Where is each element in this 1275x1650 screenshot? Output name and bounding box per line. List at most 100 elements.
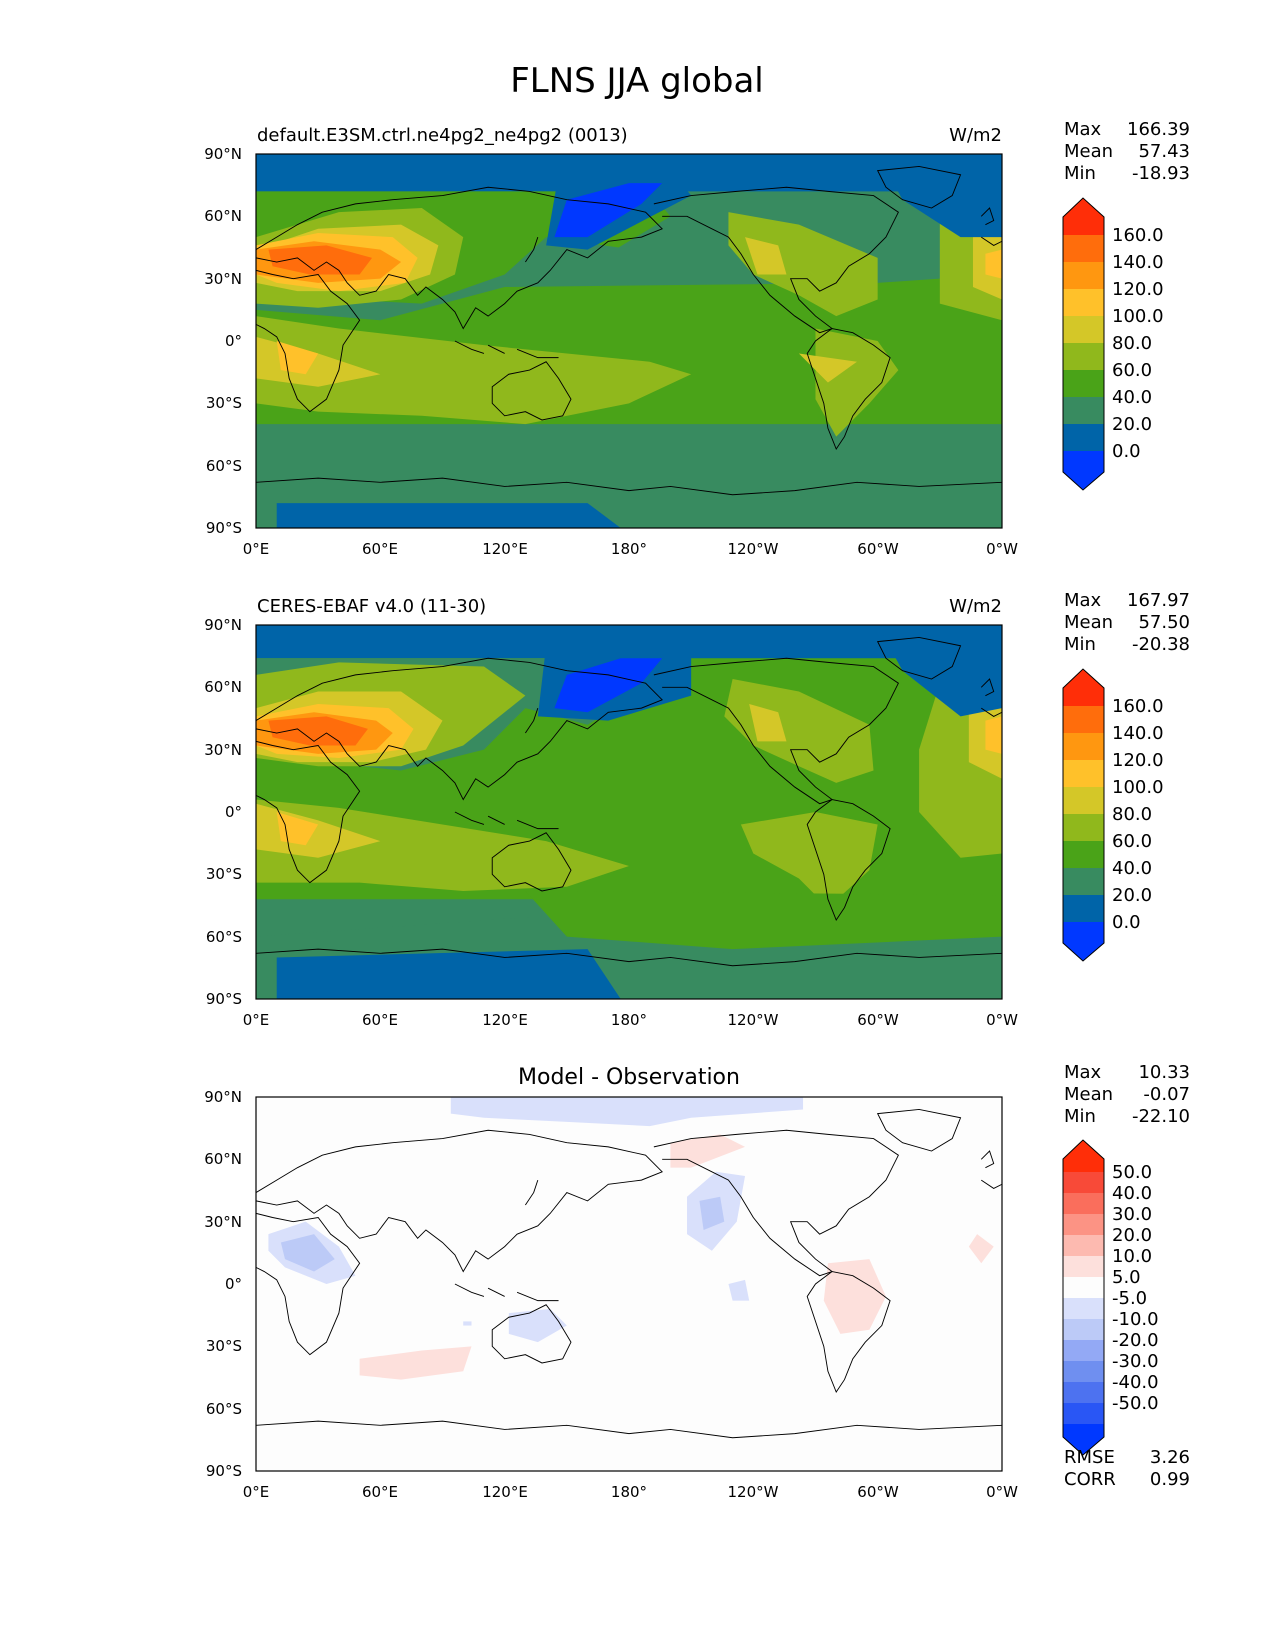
lat-tick: 60°S <box>206 1400 242 1418</box>
colorbar: 160.0 140.0 120.0 100.0 80.0 60.0 40.0 2… <box>1062 197 1164 491</box>
lon-tick: 120°E <box>482 1483 528 1501</box>
stat-label: Min <box>1064 634 1096 655</box>
lon-tick: 120°W <box>728 540 779 558</box>
lon-tick: 0°W <box>986 540 1018 558</box>
colorbar-tick: 60.0 <box>1112 831 1152 852</box>
stat-value: 57.50 <box>1138 612 1190 633</box>
lat-tick: 90°N <box>204 145 242 163</box>
colorbar-tick: 120.0 <box>1112 750 1164 771</box>
colorbar-ticks: 160.0 140.0 120.0 100.0 80.0 60.0 40.0 2… <box>1112 225 1164 462</box>
colorbar-swatch <box>1063 1340 1104 1361</box>
lon-tick: 0°E <box>243 1011 270 1029</box>
colorbar-swatch <box>1063 316 1104 343</box>
lon-tick: 120°W <box>728 1483 779 1501</box>
lon-tick: 180° <box>611 1483 647 1501</box>
colorbar-tick: -20.0 <box>1112 1330 1159 1351</box>
lat-tick: 90°S <box>206 1462 242 1480</box>
lat-tick: 0° <box>225 1275 242 1293</box>
colorbar-tick: -40.0 <box>1112 1372 1159 1393</box>
colorbar-swatch <box>1063 922 1104 961</box>
colorbar-tick: 10.0 <box>1112 1246 1152 1267</box>
colorbar-swatch <box>1063 343 1104 370</box>
colorbar-tick: -50.0 <box>1112 1393 1159 1414</box>
colorbar-swatch <box>1063 1214 1104 1235</box>
colorbar-ticks: 50.0 40.0 30.0 20.0 10.0 5.0 -5.0 -10.0 … <box>1112 1162 1159 1414</box>
panel-units: W/m2 <box>949 596 1002 617</box>
field-map <box>256 1097 1002 1471</box>
lon-tick: 60°E <box>362 540 398 558</box>
colorbar-swatches <box>1063 198 1104 490</box>
lon-tick: 120°E <box>482 540 528 558</box>
stats-block: Max 166.39 Mean 57.43 Min -18.93 <box>1064 119 1190 184</box>
stat-value: 10.33 <box>1138 1062 1190 1083</box>
colorbar-swatch <box>1063 760 1104 787</box>
lat-tick: 30°S <box>206 394 242 412</box>
colorbar-swatch <box>1063 370 1104 397</box>
panel-left-label: default.E3SM.ctrl.ne4pg2_ne4pg2 (0013) <box>257 125 628 146</box>
stat-value: -22.10 <box>1132 1106 1190 1127</box>
colorbar-swatch <box>1063 198 1104 235</box>
colorbar-swatch <box>1063 1298 1104 1319</box>
lat-tick: 60°S <box>206 928 242 946</box>
colorbar-swatch <box>1063 706 1104 733</box>
colorbar-swatches <box>1063 1140 1104 1455</box>
colorbar-swatch <box>1063 1361 1104 1382</box>
lon-tick: 0°E <box>243 1483 270 1501</box>
colorbar-tick: 140.0 <box>1112 252 1164 273</box>
colorbar-swatch <box>1063 1140 1104 1172</box>
colorbar-swatch <box>1063 1277 1104 1298</box>
colorbar-tick: 20.0 <box>1112 1225 1152 1246</box>
colorbar-tick: 160.0 <box>1112 225 1164 246</box>
colorbar-swatch <box>1063 733 1104 760</box>
stat-label: Mean <box>1064 1084 1113 1105</box>
stats-block: Max 167.97 Mean 57.50 Min -20.38 <box>1064 590 1190 655</box>
colorbar-tick: -5.0 <box>1112 1288 1147 1309</box>
stat-value: -20.38 <box>1132 634 1190 655</box>
colorbar-tick: 120.0 <box>1112 279 1164 300</box>
colorbar-swatch <box>1063 289 1104 316</box>
lat-tick: 90°N <box>204 1088 242 1106</box>
colorbar-swatch <box>1063 868 1104 895</box>
panel-model: default.E3SM.ctrl.ne4pg2_ne4pg2 (0013) W… <box>204 119 1190 558</box>
colorbar-swatch <box>1063 451 1104 490</box>
lat-tick: 30°S <box>206 865 242 883</box>
colorbar-swatch <box>1063 1256 1104 1277</box>
lon-tick: 60°W <box>857 1483 899 1501</box>
colorbar-tick: 20.0 <box>1112 885 1152 906</box>
stat-value: 0.99 <box>1150 1469 1190 1490</box>
stat-label: RMSE <box>1064 1447 1115 1468</box>
colorbar: 50.0 40.0 30.0 20.0 10.0 5.0 -5.0 -10.0 … <box>1062 1139 1159 1456</box>
colorbar-swatch <box>1063 1424 1104 1455</box>
colorbar-tick: 20.0 <box>1112 414 1152 435</box>
colorbar-tick: 160.0 <box>1112 696 1164 717</box>
colorbar-swatch <box>1063 669 1104 706</box>
error-stats: RMSE 3.26 CORR 0.99 <box>1064 1447 1190 1490</box>
colorbar-tick: 100.0 <box>1112 306 1164 327</box>
stat-label: Mean <box>1064 141 1113 162</box>
colorbar-swatch <box>1063 787 1104 814</box>
colorbar-swatch <box>1063 1319 1104 1340</box>
colorbar-tick: 50.0 <box>1112 1162 1152 1183</box>
lon-ticks: 0°E 60°E 120°E 180° 120°W 60°W 0°W <box>243 1483 1018 1501</box>
lon-tick: 0°W <box>986 1483 1018 1501</box>
lat-tick: 30°N <box>204 270 242 288</box>
colorbar-swatch <box>1063 1172 1104 1193</box>
lat-tick: 60°N <box>204 207 242 225</box>
lon-tick: 180° <box>611 540 647 558</box>
field-map <box>256 154 1002 528</box>
lat-tick: 60°N <box>204 678 242 696</box>
panel-observation: CERES-EBAF v4.0 (11-30) W/m2 90°N 60°N 3… <box>204 590 1190 1029</box>
colorbar-ticks: 160.0 140.0 120.0 100.0 80.0 60.0 40.0 2… <box>1112 696 1164 933</box>
lat-tick: 30°N <box>204 741 242 759</box>
colorbar-swatch <box>1063 1235 1104 1256</box>
colorbar-tick: 0.0 <box>1112 441 1141 462</box>
lon-tick: 180° <box>611 1011 647 1029</box>
colorbar-swatch <box>1063 1193 1104 1214</box>
colorbar-tick: 40.0 <box>1112 1183 1152 1204</box>
lat-tick: 30°S <box>206 1337 242 1355</box>
lat-tick: 0° <box>225 803 242 821</box>
figure-title: FLNS JJA global <box>510 61 764 101</box>
colorbar-swatch <box>1063 397 1104 424</box>
stat-label: Mean <box>1064 612 1113 633</box>
